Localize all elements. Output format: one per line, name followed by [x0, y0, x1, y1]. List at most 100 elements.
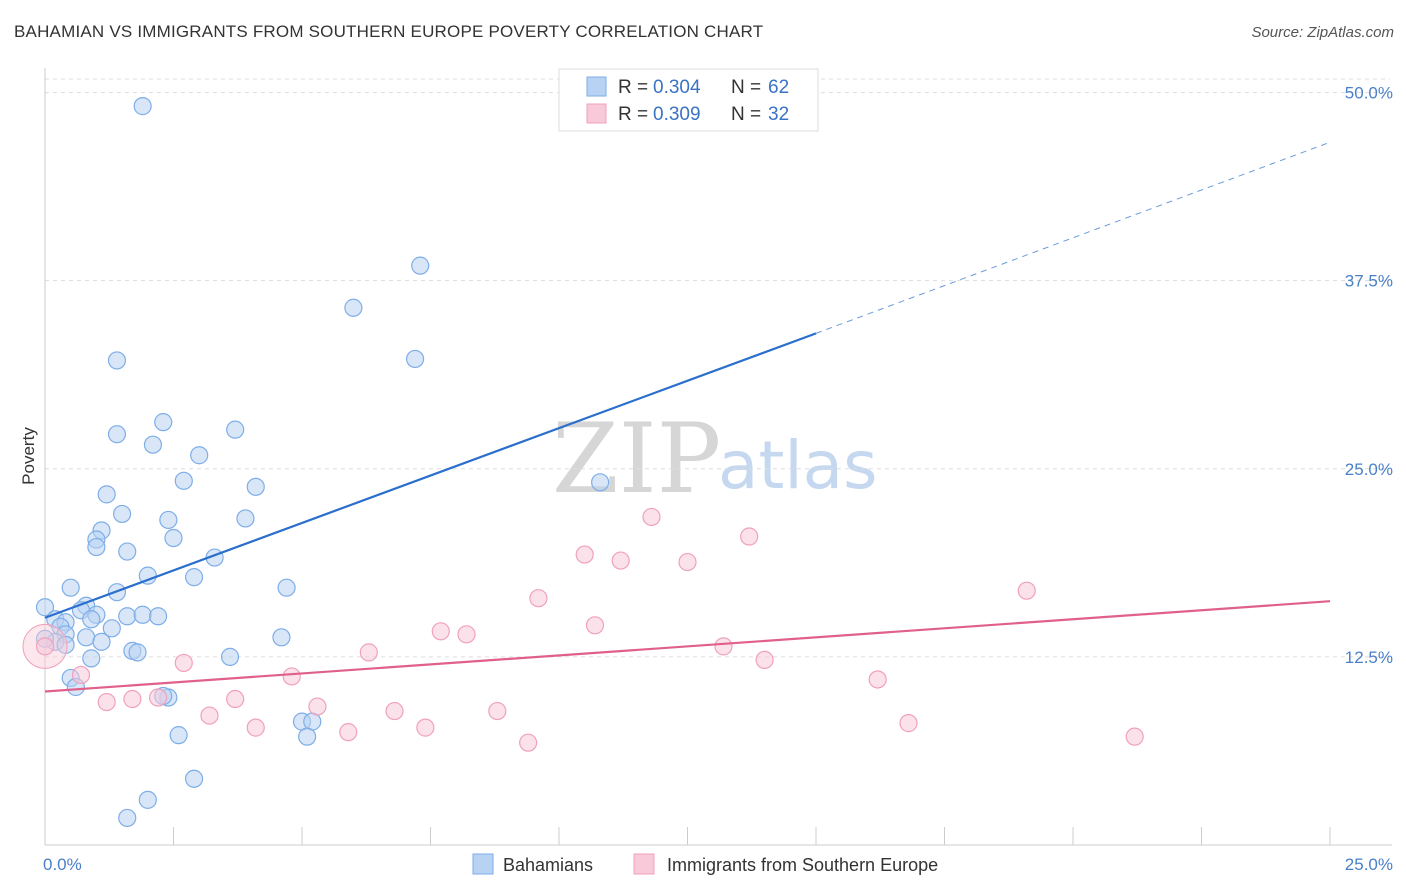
bottom-legend-swatch-bahamians: [472, 853, 494, 875]
legend-r-value-southern-europe: 0.309: [653, 104, 701, 125]
point-0-21: [118, 542, 137, 561]
series-bahamians-points: [35, 97, 610, 828]
point-0-44: [92, 632, 111, 651]
watermark-atlas: atlas: [718, 427, 878, 504]
point-0-20: [87, 537, 106, 557]
point-0-6: [107, 425, 127, 444]
point-0-26: [61, 578, 80, 597]
point-0-3: [107, 351, 127, 370]
y-tick-label-1: 25.0%: [1345, 460, 1393, 479]
point-0-32: [118, 607, 137, 626]
point-1-22: [611, 551, 630, 570]
grid-lines: [45, 78, 1390, 658]
legend-n-value-southern-europe: 32: [768, 104, 789, 125]
legend-n-value-bahamians: 62: [768, 77, 789, 98]
point-0-57: [184, 769, 204, 788]
series-southern-europe-points: [22, 507, 1144, 752]
point-0-0: [133, 97, 152, 116]
point-0-5: [154, 413, 173, 432]
point-1-19: [529, 589, 548, 608]
point-1-24: [678, 552, 697, 572]
legend-r-label-bahamians: R =: [618, 77, 653, 98]
watermark-zip: ZIP: [552, 403, 721, 515]
y-tick-labels: 12.5% 25.0% 37.5% 50.0%: [1345, 84, 1393, 667]
point-1-6: [200, 706, 219, 725]
point-1-8: [246, 718, 265, 737]
point-1-23: [642, 507, 661, 527]
x-tick-label-0: 0.0%: [43, 855, 82, 874]
legend-r-value-bahamians: 0.304: [653, 77, 701, 98]
bottom-legend-label-bahamians: Bahamians: [503, 855, 593, 875]
point-1-2: [97, 692, 116, 712]
chart-title: BAHAMIAN VS IMMIGRANTS FROM SOUTHERN EUR…: [14, 22, 764, 41]
point-1-4: [148, 688, 168, 707]
point-1-13: [385, 701, 404, 721]
point-1-18: [519, 733, 538, 752]
point-0-1: [411, 256, 430, 275]
series-legend: Bahamians Immigrants from Southern Europ…: [472, 853, 938, 875]
correlation-legend: R = 0.304 N = 62 R = 0.309 N = 32: [558, 68, 819, 132]
bottom-legend-label-southern-europe: Immigrants from Southern Europe: [667, 855, 938, 875]
point-0-16: [236, 509, 255, 528]
point-1-25: [714, 637, 733, 656]
trend-line-southern-europe: [44, 600, 1331, 693]
legend-n-label-bahamians: N =: [731, 77, 766, 98]
point-0-10: [174, 471, 193, 490]
point-1-28: [868, 670, 887, 689]
point-0-56: [298, 727, 317, 746]
point-0-58: [138, 790, 157, 809]
point-0-55: [169, 726, 188, 745]
point-0-34: [148, 607, 168, 626]
point-0-12: [97, 485, 116, 504]
y-tick-label-3: 50.0%: [1345, 84, 1393, 103]
point-1-12: [359, 643, 378, 662]
point-0-24: [184, 568, 204, 587]
bottom-legend-swatch-southern-europe: [633, 853, 655, 875]
point-1-10: [308, 697, 327, 716]
point-0-54: [303, 712, 322, 731]
source-label: Source: ZipAtlas.com: [1251, 24, 1394, 41]
point-1-15: [431, 622, 450, 641]
point-0-41: [77, 628, 96, 647]
axes: [44, 68, 1392, 846]
point-0-9: [190, 446, 209, 465]
y-axis-label: Poverty: [19, 427, 38, 485]
legend-swatch-bahamians: [586, 76, 607, 97]
x-tick-labels: 0.0% 25.0%: [43, 855, 1393, 874]
legend-n-label-southern-europe: N =: [731, 104, 766, 125]
legend-swatch-southern-europe: [586, 103, 607, 124]
point-1-17: [488, 701, 507, 721]
point-0-4: [405, 349, 425, 369]
point-0-13: [591, 473, 610, 492]
point-1-11: [339, 723, 358, 742]
point-1-3: [123, 689, 142, 709]
point-0-36: [82, 610, 101, 629]
point-1-14: [416, 718, 435, 737]
point-0-18: [164, 528, 183, 548]
point-0-11: [246, 477, 265, 496]
trend-line-bahamians-extension: [815, 141, 1331, 334]
point-0-8: [143, 435, 163, 454]
point-0-15: [159, 510, 178, 530]
y-tick-label-2: 37.5%: [1345, 272, 1393, 291]
point-0-42: [272, 628, 291, 647]
point-0-14: [112, 504, 132, 524]
x-tick-label-1: 25.0%: [1345, 855, 1393, 874]
point-1-5: [174, 653, 193, 673]
point-1-20: [575, 545, 594, 564]
point-1-29: [899, 714, 918, 733]
y-tick-label-0: 12.5%: [1345, 648, 1393, 667]
point-1-1: [71, 665, 91, 685]
point-1-0: [35, 637, 55, 656]
point-1-16: [457, 625, 476, 644]
point-0-47: [128, 643, 147, 662]
point-1-27: [755, 650, 774, 670]
point-1-30: [1017, 581, 1036, 600]
point-1-26: [740, 527, 759, 546]
point-0-59: [118, 808, 137, 828]
legend-r-label-southern-europe: R =: [618, 104, 653, 125]
point-0-33: [133, 605, 152, 624]
point-0-38: [102, 619, 121, 638]
point-1-7: [226, 689, 245, 709]
